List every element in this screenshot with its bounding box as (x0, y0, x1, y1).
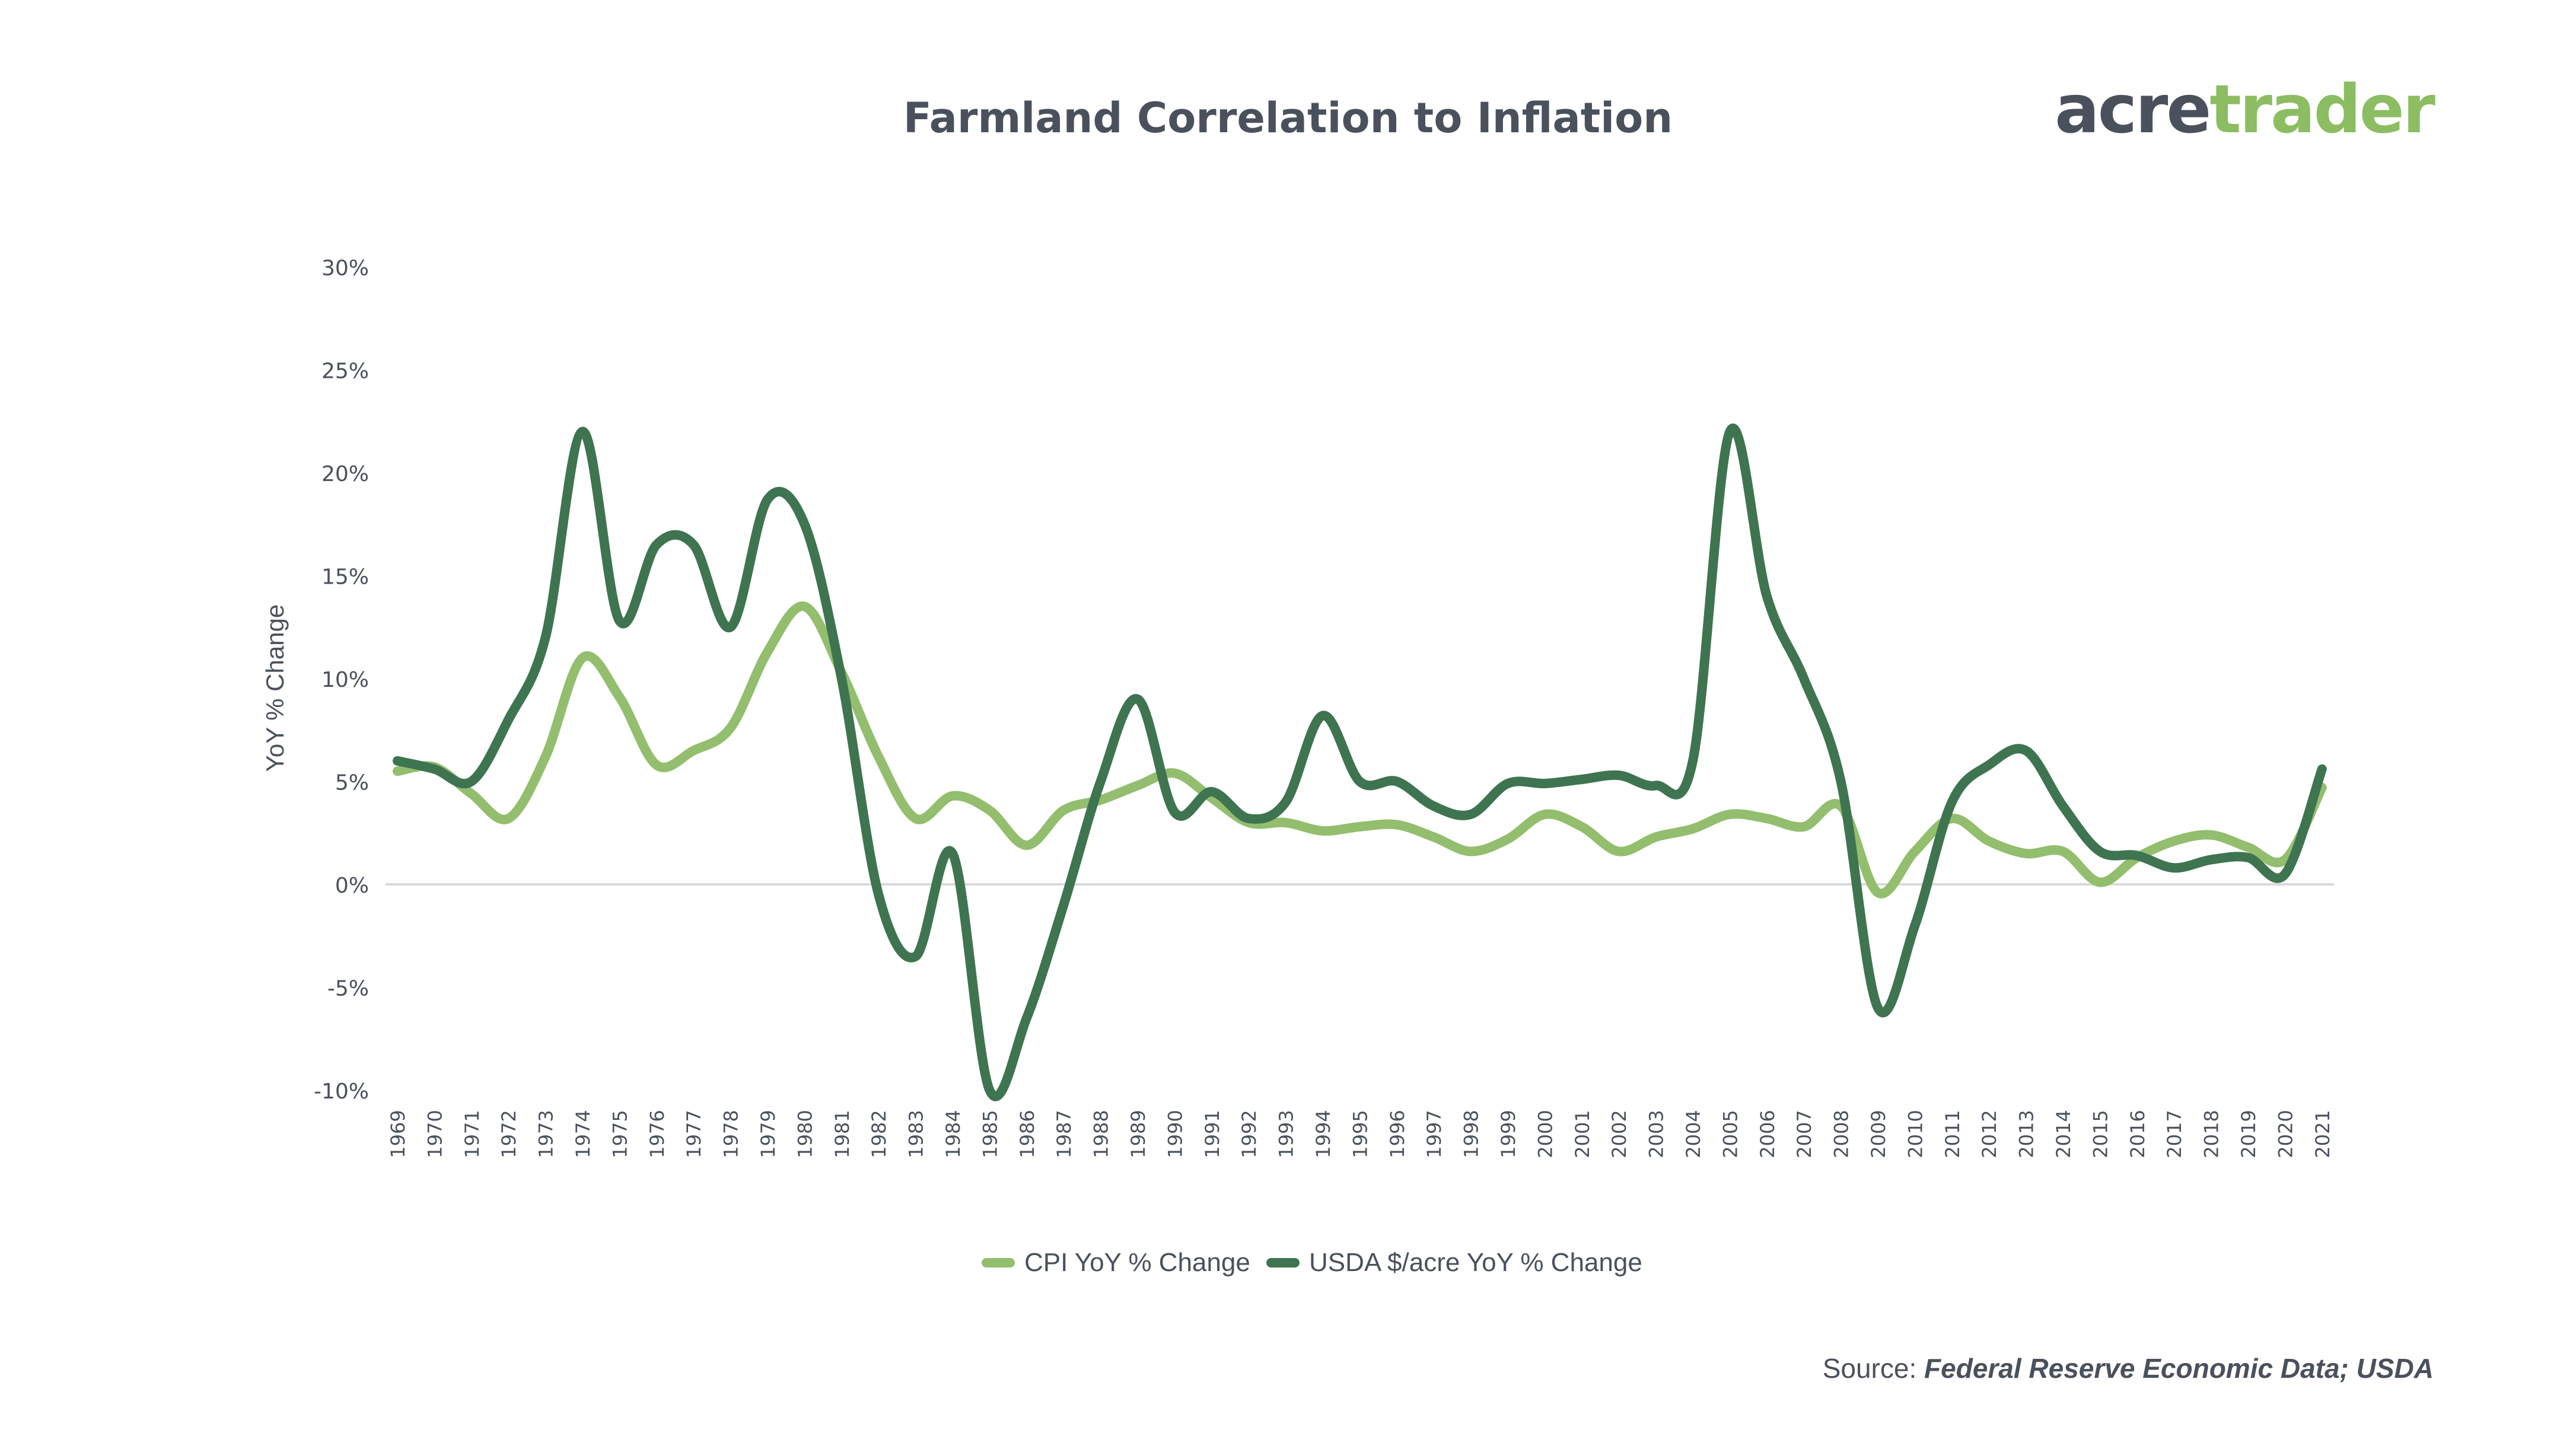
x-tick-label: 1988 (1090, 1110, 1113, 1158)
source-prefix: Source: (1822, 1353, 1925, 1384)
x-tick-label: 2015 (2089, 1110, 2112, 1158)
x-tick-label: 1981 (831, 1110, 854, 1158)
legend-swatch-usda (1266, 1258, 1300, 1268)
x-tick-label: 1969 (387, 1110, 409, 1158)
y-tick-label: -10% (314, 1079, 369, 1104)
x-tick-label: 1983 (905, 1110, 928, 1158)
cpi-series-line (393, 601, 2327, 899)
legend-item-usda[interactable]: USDA $/acre YoY % Change (1266, 1248, 1642, 1278)
x-tick-label: 1990 (1164, 1110, 1186, 1158)
y-tick-label: 10% (321, 668, 369, 692)
y-tick-label: -5% (327, 977, 369, 1001)
x-tick-label: 1978 (720, 1110, 743, 1158)
x-tick-label: 1994 (1312, 1110, 1335, 1158)
x-tick-label: 1985 (979, 1110, 1001, 1158)
y-tick-label: 0% (335, 874, 369, 898)
y-axis-ticks: 30% 25% 20% 15% 10% 5% 0% -5% -10% (314, 256, 369, 1104)
x-tick-label: 1995 (1349, 1110, 1371, 1158)
x-tick-label: 1970 (424, 1110, 446, 1158)
x-tick-label: 2000 (1534, 1110, 1556, 1158)
x-tick-label: 2017 (2163, 1110, 2186, 1158)
x-tick-label: 2016 (2126, 1110, 2149, 1158)
y-tick-label: 30% (321, 256, 369, 281)
x-tick-label: 1976 (646, 1110, 668, 1158)
x-tick-label: 2011 (1941, 1110, 1964, 1158)
x-axis-ticks: 1969 1970 1971 1972 1973 1974 1975 1976 1977 1978… (387, 1110, 2334, 1158)
y-tick-label: 15% (321, 565, 369, 590)
x-tick-label: 1997 (1423, 1110, 1445, 1158)
x-tick-label: 1982 (868, 1110, 890, 1158)
x-tick-label: 2014 (2052, 1110, 2075, 1158)
x-tick-label: 1996 (1386, 1110, 1409, 1158)
y-tick-label: 20% (321, 462, 369, 486)
x-tick-label: 2001 (1571, 1110, 1594, 1158)
chart-title: Farmland Correlation to Inflation (903, 94, 1673, 142)
acretrader-logo[interactable]: acretrader (2055, 71, 2435, 148)
legend-label-usda: USDA $/acre YoY % Change (1309, 1248, 1642, 1277)
x-tick-label: 2003 (1645, 1110, 1668, 1158)
y-axis-label: YoY % Change (261, 604, 289, 772)
usda-series-line (393, 423, 2327, 1101)
x-tick-label: 1973 (535, 1110, 558, 1158)
x-tick-label: 1992 (1238, 1110, 1260, 1158)
x-tick-label: 2009 (1867, 1110, 1890, 1158)
x-tick-label: 1977 (683, 1110, 705, 1158)
x-tick-label: 1975 (609, 1110, 631, 1158)
x-tick-label: 2021 (2311, 1110, 2334, 1158)
x-tick-label: 2012 (1978, 1110, 2001, 1158)
x-tick-label: 1984 (942, 1110, 964, 1158)
x-tick-label: 1971 (461, 1110, 483, 1158)
x-tick-label: 2005 (1719, 1110, 1741, 1158)
y-tick-label: 5% (335, 771, 369, 795)
legend-item-cpi[interactable]: CPI YoY % Change (982, 1248, 1250, 1278)
x-tick-label: 1974 (572, 1110, 594, 1158)
x-tick-label: 1972 (498, 1110, 520, 1158)
x-tick-label: 2018 (2201, 1110, 2223, 1158)
x-tick-label: 2013 (2015, 1110, 2038, 1158)
x-tick-label: 2007 (1793, 1110, 1816, 1158)
source-note: Source: Federal Reserve Economic Data; U… (1823, 1352, 2434, 1384)
x-tick-label: 2004 (1682, 1110, 1705, 1158)
series-lines (393, 423, 2327, 1101)
x-tick-label: 1979 (757, 1110, 779, 1158)
x-tick-label: 2002 (1608, 1110, 1631, 1158)
x-tick-label: 1998 (1460, 1110, 1483, 1158)
x-tick-label: 1993 (1275, 1110, 1298, 1158)
x-tick-label: 1986 (1016, 1110, 1039, 1158)
y-tick-label: 25% (321, 359, 369, 384)
logo-part-trader: trader (2209, 71, 2435, 148)
x-tick-label: 1989 (1127, 1110, 1150, 1158)
x-tick-label: 1991 (1201, 1110, 1224, 1158)
legend-swatch-cpi (982, 1258, 1015, 1268)
x-tick-label: 1980 (794, 1110, 816, 1158)
x-tick-label: 2006 (1756, 1110, 1779, 1158)
x-tick-label: 2008 (1830, 1110, 1853, 1158)
x-tick-label: 2019 (2237, 1110, 2260, 1158)
x-tick-label: 1999 (1497, 1110, 1520, 1158)
x-tick-label: 2020 (2274, 1110, 2297, 1158)
source-text: Federal Reserve Economic Data; USDA (1924, 1353, 2434, 1384)
x-tick-label: 2010 (1904, 1110, 1927, 1158)
x-tick-label: 1987 (1053, 1110, 1075, 1158)
legend-label-cpi: CPI YoY % Change (1024, 1248, 1250, 1277)
logo-part-acre: acre (2055, 71, 2211, 148)
